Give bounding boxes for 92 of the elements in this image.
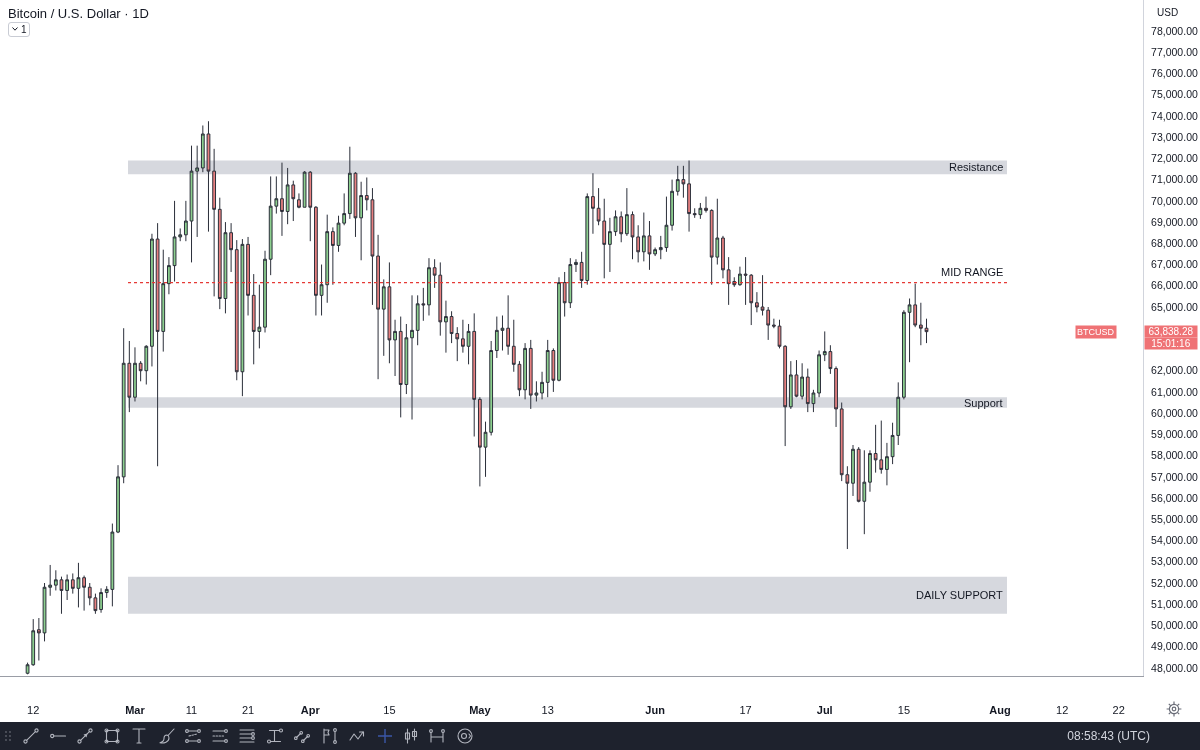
x-tick-label: 15 [897, 704, 911, 717]
y-tick-label: 62,000.00 [1151, 364, 1198, 377]
candlestick [133, 346, 137, 402]
candlestick [885, 442, 889, 486]
candlestick [591, 172, 595, 235]
y-tick-label: 52,000.00 [1151, 576, 1198, 589]
x-tick-label: 17 [739, 704, 752, 717]
candlestick [670, 179, 674, 232]
text: USD [1157, 7, 1179, 18]
candlestick [461, 319, 465, 354]
y-tick-label: 68,000.00 [1151, 236, 1198, 249]
ref-line-label: MID RANGE [941, 266, 1004, 278]
y-tick-label: 67,000.00 [1151, 258, 1198, 271]
y-tick-label: 72,000.00 [1151, 152, 1198, 165]
y-tick-label: 66,000.00 [1151, 279, 1198, 292]
candlestick [376, 234, 380, 380]
y-tick-label: 48,000.00 [1151, 661, 1198, 674]
x-tick-label: Jul [816, 704, 833, 717]
collapse-button: 1 [8, 22, 30, 37]
candlestick [902, 309, 906, 400]
y-tick-label: 49,000.00 [1151, 640, 1198, 653]
candlestick [557, 276, 561, 382]
annotation: BTCUSD [1077, 327, 1115, 337]
y-tick-label: 57,000.00 [1151, 470, 1198, 483]
y-tick-label: 61,000.00 [1151, 385, 1198, 398]
candlestick [540, 371, 544, 400]
y-tick-label: 71,000.00 [1151, 173, 1198, 186]
y-tick-label: 75,000.00 [1151, 88, 1198, 101]
band-label: DAILY SUPPORT [916, 589, 1004, 601]
x-tick-label: 12 [27, 704, 40, 717]
annotation: 1 [21, 23, 27, 36]
y-tick-label: 55,000.00 [1151, 512, 1198, 525]
candlestick [444, 300, 448, 354]
y-tick-label: 51,000.00 [1151, 597, 1198, 610]
band-label: Resistance [949, 161, 1004, 173]
candlestick [280, 162, 284, 237]
candlestick [834, 365, 838, 428]
candlestick [263, 250, 267, 333]
y-tick-label: 77,000.00 [1151, 45, 1198, 58]
y-tick-label: 53,000.00 [1151, 555, 1198, 568]
x-tick-label: 13 [541, 704, 554, 717]
candlestick [817, 350, 821, 398]
candlestick [150, 233, 154, 367]
y-tick-label: 56,000.00 [1151, 491, 1198, 504]
candlestick [229, 222, 233, 273]
candlestick [704, 196, 708, 214]
x-tick-label: 15 [383, 704, 396, 717]
candlestick [738, 266, 742, 287]
candlestick [608, 217, 612, 273]
y-tick-label: 58,000.00 [1151, 449, 1198, 462]
candlestick [116, 464, 120, 534]
y-tick-label: 73,000.00 [1151, 130, 1198, 143]
band-label: Support [964, 397, 1003, 409]
candlestick [82, 575, 86, 612]
x-tick-label: 12 [1056, 704, 1069, 717]
x-tick-label: 11 [185, 704, 198, 717]
x-tick-label: 22 [1112, 704, 1125, 717]
candlestick [99, 587, 103, 614]
candlestick [427, 257, 431, 316]
y-tick-label: 76,000.00 [1151, 67, 1198, 80]
y-tick-label: 78,000.00 [1151, 24, 1198, 37]
candlestick [574, 258, 578, 273]
y-tick-label: 65,000.00 [1151, 300, 1198, 313]
x-tick-label: May [469, 704, 492, 717]
x-tick-label: Mar [125, 704, 146, 717]
y-tick-label: 50,000.00 [1151, 619, 1198, 632]
candlestick [297, 192, 301, 209]
y-tick-label: 59,000.00 [1151, 428, 1198, 441]
y-tick-label: 54,000.00 [1151, 534, 1198, 547]
x-tick-label: Apr [300, 704, 321, 717]
candlestick [523, 342, 527, 400]
candlestick [246, 236, 250, 316]
candlestick [755, 291, 759, 313]
x-tick-label: 21 [241, 704, 255, 717]
candlestick [721, 235, 725, 279]
candlestick [687, 160, 691, 233]
text: 63,838.28 [1148, 326, 1194, 337]
text: 15:01:16 [1151, 338, 1191, 349]
candlestick [314, 205, 318, 316]
toolbar: 08:58:43 (UTC) [0, 722, 1200, 750]
x-tick-label: Jun [645, 704, 666, 717]
text: Bitcoin / U.S. Dollar · 1D [8, 5, 149, 21]
y-tick-label: 69,000.00 [1151, 215, 1198, 228]
candlestick [868, 449, 872, 493]
y-tick-label: 70,000.00 [1151, 194, 1198, 207]
y-tick-label: 60,000.00 [1151, 406, 1198, 419]
y-tick-label: 74,000.00 [1151, 109, 1198, 122]
x-tick-label: Aug [989, 704, 1011, 717]
candlestick [851, 444, 855, 497]
candlestick [393, 319, 397, 377]
candlestick [410, 294, 414, 421]
candlestick [167, 256, 171, 295]
